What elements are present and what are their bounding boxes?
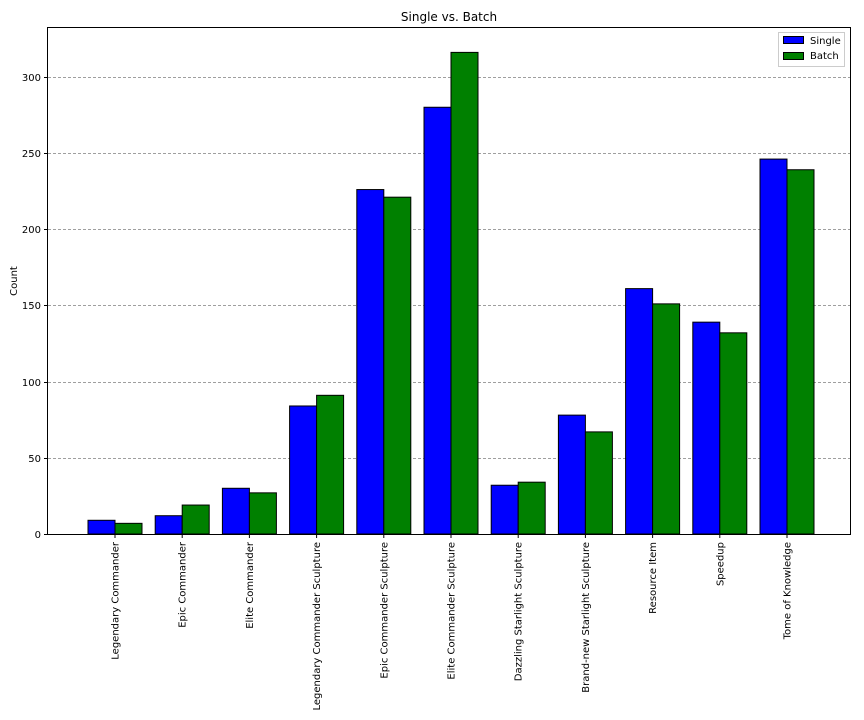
- bar-single: [87, 519, 116, 535]
- x-tick-label: Elite Commander: [245, 541, 256, 629]
- y-tick-label: 300: [22, 73, 41, 84]
- plot-frame: [47, 27, 851, 535]
- x-tick-label: Legendary Commander Sculpture: [312, 542, 323, 711]
- x-tick-label: Resource Item: [648, 542, 659, 614]
- x-tick-label: Elite Commander Sculpture: [447, 542, 458, 680]
- bar-single: [692, 321, 721, 535]
- legend-swatch-batch: [783, 52, 804, 60]
- x-tick-label: Speedup: [715, 542, 726, 586]
- bar-batch: [383, 196, 412, 535]
- bar-single: [759, 158, 788, 535]
- legend-label-batch: Batch: [810, 51, 839, 62]
- x-tick-label: Legendary Commander: [111, 541, 122, 660]
- bar-single: [625, 288, 654, 535]
- x-axis: Legendary Commander Epic Commander Elite C…: [111, 534, 794, 711]
- bar-single: [557, 414, 586, 535]
- bar-single: [490, 484, 519, 535]
- bar-batch: [248, 492, 277, 535]
- y-tick-label: 50: [28, 454, 41, 465]
- x-tick-label: Epic Commander Sculpture: [379, 542, 390, 679]
- bar-batch: [584, 431, 613, 535]
- y-tick-label: 150: [22, 301, 41, 312]
- legend-swatch-single: [783, 36, 804, 44]
- x-tick-label: Tome of Knowledge: [783, 542, 794, 640]
- y-tick-label: 200: [22, 225, 41, 236]
- legend: Single Batch: [778, 32, 845, 67]
- bar-single: [356, 189, 385, 535]
- bar-batch: [517, 481, 546, 535]
- bar-batch: [719, 332, 748, 535]
- legend-label-single: Single: [810, 36, 841, 47]
- x-tick-label: Brand-new Starlight Sculpture: [581, 542, 592, 693]
- bar-single: [221, 487, 250, 535]
- bar-single: [289, 405, 318, 535]
- y-axis: 0 50 100 150 200 250 300: [22, 73, 48, 541]
- chart-title: Single vs. Batch: [401, 10, 497, 24]
- bar-batch: [181, 504, 210, 535]
- x-tick-label: Dazzling Starlight Sculpture: [514, 542, 525, 681]
- x-tick-label: Epic Commander: [178, 541, 189, 628]
- y-tick-label: 250: [22, 149, 41, 160]
- y-tick-label: 100: [22, 378, 41, 389]
- bar-batch: [450, 51, 479, 535]
- y-tick-label: 0: [35, 530, 41, 541]
- bar-batch: [316, 394, 345, 535]
- bar-single: [154, 515, 183, 535]
- bar-batch: [652, 303, 681, 535]
- bars: [87, 51, 815, 535]
- bar-single: [423, 106, 452, 535]
- bar-batch: [786, 169, 815, 535]
- y-axis-title: Count: [9, 266, 20, 296]
- bar-batch: [114, 522, 143, 535]
